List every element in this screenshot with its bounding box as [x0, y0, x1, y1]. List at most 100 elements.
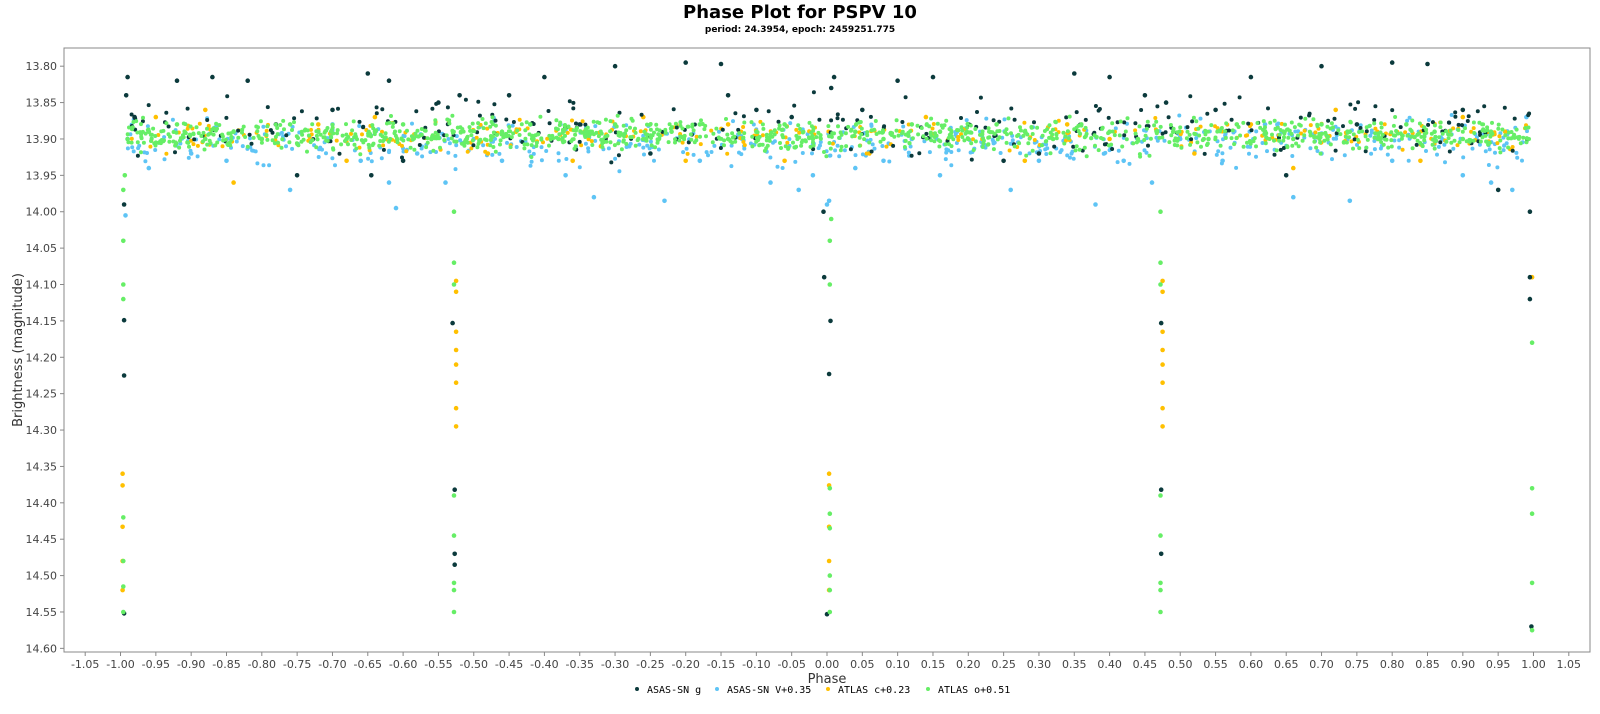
data-point	[444, 133, 449, 138]
data-point	[249, 141, 254, 146]
data-point	[1154, 119, 1159, 124]
data-point	[1389, 138, 1394, 143]
data-point	[123, 213, 128, 218]
data-point	[873, 119, 878, 123]
data-point	[1372, 147, 1377, 152]
data-point	[467, 125, 472, 130]
data-point	[1017, 141, 1022, 146]
data-point	[760, 133, 765, 138]
data-point	[344, 136, 349, 142]
data-point	[149, 139, 153, 143]
data-point	[964, 118, 969, 123]
data-point	[929, 138, 934, 143]
data-point	[1247, 151, 1251, 156]
x-tick-label: 0.95	[1486, 658, 1511, 671]
data-point	[1496, 122, 1501, 127]
data-point	[1453, 114, 1458, 119]
data-point	[608, 140, 613, 145]
data-point	[1481, 127, 1486, 132]
data-point	[1158, 209, 1163, 214]
data-point	[1320, 131, 1324, 136]
data-point	[137, 143, 142, 148]
data-point	[529, 143, 534, 148]
data-point	[546, 109, 551, 113]
data-point	[1448, 128, 1453, 133]
data-point	[433, 118, 438, 123]
data-point	[653, 145, 658, 150]
data-point	[1343, 134, 1348, 139]
data-point	[1216, 149, 1221, 154]
x-tick-label: -0.90	[177, 658, 205, 671]
data-point	[146, 129, 152, 134]
data-point	[1255, 121, 1260, 125]
data-point	[636, 136, 641, 141]
data-point	[1252, 136, 1257, 141]
data-point	[272, 141, 277, 146]
data-point	[782, 122, 787, 127]
data-point	[504, 131, 509, 136]
data-point	[381, 139, 385, 143]
data-point	[690, 124, 695, 129]
data-point	[1276, 121, 1281, 126]
data-point	[1488, 134, 1493, 139]
data-point	[454, 143, 459, 148]
y-tick-label: 14.50	[26, 570, 58, 583]
data-point	[528, 163, 533, 168]
data-point	[374, 111, 379, 116]
data-point	[1463, 126, 1467, 131]
data-point	[711, 131, 716, 136]
data-point	[1502, 143, 1507, 148]
data-point	[731, 119, 735, 124]
data-point	[314, 133, 319, 138]
data-point	[1224, 121, 1229, 126]
data-point	[121, 558, 126, 564]
data-point	[247, 132, 252, 137]
data-point	[393, 205, 399, 211]
data-point	[807, 120, 812, 125]
data-point	[1131, 141, 1136, 146]
data-point	[123, 93, 129, 98]
data-point	[294, 173, 300, 178]
data-point	[826, 471, 832, 477]
data-point	[1254, 154, 1258, 159]
data-point	[135, 140, 140, 145]
data-point	[814, 135, 819, 140]
data-point	[1326, 134, 1330, 139]
data-point	[647, 146, 652, 151]
data-point	[554, 126, 558, 131]
data-point	[1515, 155, 1520, 160]
data-point	[608, 129, 613, 134]
data-point	[1178, 125, 1183, 130]
data-point	[1220, 158, 1225, 164]
data-point	[475, 145, 480, 150]
data-point	[225, 142, 230, 146]
data-point	[120, 524, 125, 530]
data-point	[1158, 493, 1163, 498]
data-point	[1172, 143, 1177, 147]
data-point	[1004, 140, 1009, 145]
data-point	[231, 129, 236, 134]
data-point	[1460, 129, 1465, 134]
data-point	[809, 124, 814, 129]
data-point	[1032, 120, 1036, 125]
data-point	[510, 123, 515, 128]
data-point	[390, 124, 395, 129]
data-point	[1512, 116, 1517, 121]
data-point	[1376, 133, 1381, 138]
data-point	[681, 150, 686, 155]
data-point	[224, 158, 229, 164]
data-point	[460, 127, 465, 131]
data-point	[1030, 148, 1035, 153]
data-point	[211, 126, 216, 131]
data-point	[571, 100, 576, 105]
data-point	[181, 135, 186, 140]
data-point	[391, 121, 396, 126]
data-point	[1160, 347, 1165, 353]
data-point	[995, 137, 1000, 142]
data-point	[281, 118, 286, 123]
data-point	[991, 147, 996, 152]
data-point	[1414, 142, 1419, 147]
data-point	[202, 147, 207, 152]
data-point	[358, 152, 363, 157]
data-point	[997, 129, 1002, 133]
